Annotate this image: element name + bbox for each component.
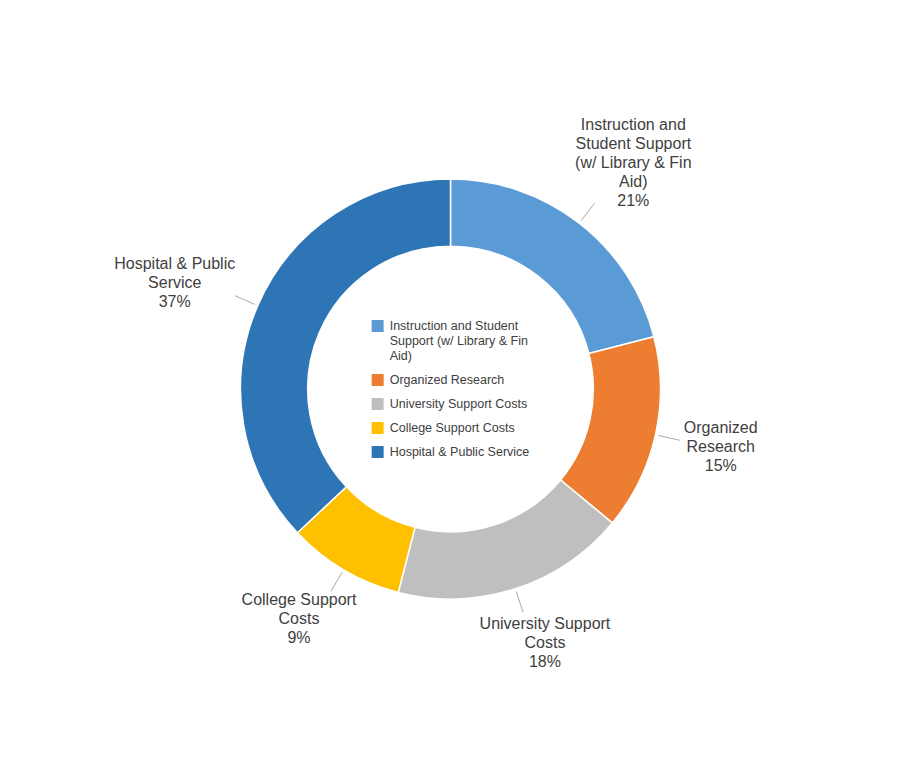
text-line: Instruction and Student <box>390 319 519 333</box>
text-line: Service <box>148 274 201 291</box>
slices <box>241 179 661 599</box>
legend-swatch <box>372 320 384 332</box>
text-line: College Support <box>242 591 357 608</box>
plot <box>241 179 661 599</box>
annotation: Hospital & Public Service 37% <box>114 255 235 310</box>
legend-swatch <box>372 422 384 434</box>
text-line: College Support Costs <box>390 421 515 435</box>
leader-line <box>235 296 255 305</box>
chart: Instruction and Student Support (w/ Librar… <box>0 0 901 778</box>
text-line: 15% <box>705 457 737 474</box>
text-line: Organized <box>684 419 758 436</box>
annotation: University Support Costs 18% <box>480 615 611 670</box>
text-line: Student Support <box>576 135 692 152</box>
leader-line <box>658 435 679 440</box>
annotations: Instruction and Student Support (w/ Librar… <box>114 116 757 671</box>
legend-swatch <box>372 398 384 410</box>
text-line: Organized Research <box>390 373 505 387</box>
text-line: Costs <box>279 610 320 627</box>
text-line: 37% <box>159 293 191 310</box>
legend-item: Instruction and StudentSupport (w/ Libra… <box>372 319 528 363</box>
legend-label: Instruction and StudentSupport (w/ Libra… <box>390 319 528 363</box>
text-line: 18% <box>529 653 561 670</box>
annotation: Organized Research 15% <box>684 419 758 474</box>
legend-item: Organized Research <box>372 373 505 387</box>
legend-item: University Support Costs <box>372 397 528 411</box>
annotation: College Support Costs 9% <box>242 591 357 646</box>
slice <box>398 480 612 599</box>
legend: Instruction and StudentSupport (w/ Libra… <box>372 319 530 459</box>
text-line: Aid) <box>390 349 412 363</box>
slice <box>241 179 451 533</box>
text-line: 21% <box>617 192 649 209</box>
legend-label: Organized Research <box>390 373 505 387</box>
legend-label: College Support Costs <box>390 421 515 435</box>
text-line: Hospital & Public <box>114 255 235 272</box>
legend-label: University Support Costs <box>390 397 528 411</box>
annotation: Instruction and Student Support (w/ Librar… <box>575 116 692 209</box>
text-line: Support (w/ Library & Fin <box>390 334 528 348</box>
text-line: 9% <box>287 629 310 646</box>
legend-swatch <box>372 446 384 458</box>
legend-swatch <box>372 374 384 386</box>
text-line: University Support Costs <box>390 397 528 411</box>
leader-line <box>581 203 594 220</box>
legend-item: College Support Costs <box>372 421 515 435</box>
text-line: Research <box>687 438 755 455</box>
leader-line <box>331 572 342 591</box>
text-line: Aid) <box>619 173 647 190</box>
text-line: Costs <box>524 634 565 651</box>
legend-item: Hospital & Public Service <box>372 445 530 459</box>
text-line: Instruction and <box>581 116 686 133</box>
legend-label: Hospital & Public Service <box>390 445 530 459</box>
text-line: University Support <box>480 615 611 632</box>
text-line: (w/ Library & Fin <box>575 154 691 171</box>
leader-line <box>516 592 523 613</box>
text-line: Hospital & Public Service <box>390 445 530 459</box>
